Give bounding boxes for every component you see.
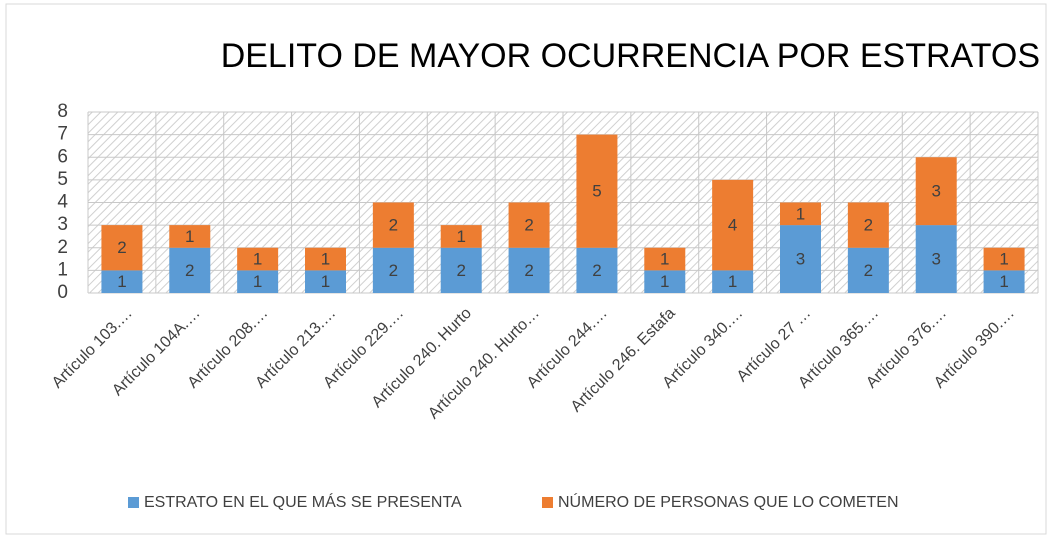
y-tick-label: 2: [57, 237, 68, 258]
data-label: 1: [660, 250, 669, 269]
y-tick-label: 8: [57, 101, 68, 122]
bar-segment: [983, 247, 1025, 271]
legend-swatch: [542, 497, 553, 508]
bar-segment: [372, 202, 414, 248]
bar-segment: [101, 270, 143, 293]
bar-segment: [101, 225, 143, 271]
bar-segment: [440, 247, 482, 293]
data-label: 2: [117, 238, 126, 257]
data-label: 1: [728, 272, 737, 291]
bar-segment: [644, 270, 686, 293]
legend-label: NÚMERO DE PERSONAS QUE LO COMETEN: [558, 492, 899, 511]
bar-segment: [712, 179, 754, 271]
y-tick-label: 4: [57, 192, 68, 213]
bar-segment: [237, 247, 279, 271]
bar-segment: [508, 247, 550, 293]
data-label: 1: [117, 272, 126, 291]
data-label: 2: [389, 216, 398, 235]
data-label: 1: [796, 204, 805, 223]
data-label: 1: [321, 250, 330, 269]
data-label: 2: [456, 261, 465, 280]
bar-segment: [847, 247, 889, 293]
y-tick-label: 5: [57, 169, 68, 190]
bar-segment: [237, 270, 279, 293]
data-label: 1: [999, 250, 1008, 269]
data-label: 1: [321, 272, 330, 291]
bar-segment: [508, 202, 550, 248]
bar-segment: [915, 225, 957, 293]
data-label: 2: [185, 261, 194, 280]
bar-segment: [372, 247, 414, 293]
data-label: 1: [253, 272, 262, 291]
y-tick-label: 0: [57, 282, 68, 303]
data-label: 2: [592, 261, 601, 280]
bar-segment: [915, 157, 957, 226]
bar-segment: [169, 247, 211, 293]
data-label: 3: [796, 250, 805, 269]
legend-label: ESTRATO EN EL QUE MÁS SE PRESENTA: [144, 492, 462, 511]
legend-swatch: [128, 497, 139, 508]
data-label: 1: [253, 250, 262, 269]
data-label: 5: [592, 182, 601, 201]
y-tick-label: 1: [57, 259, 68, 280]
data-label: 2: [524, 261, 533, 280]
data-label: 2: [524, 216, 533, 235]
data-label: 1: [660, 272, 669, 291]
bar-segment: [576, 134, 618, 248]
data-label: 2: [864, 261, 873, 280]
bar-segment: [712, 270, 754, 293]
data-label: 3: [931, 250, 940, 269]
data-label: 1: [999, 272, 1008, 291]
bar-segment: [780, 202, 821, 226]
bar-segment: [576, 247, 618, 293]
data-label: 1: [456, 227, 465, 246]
bar-segment: [780, 225, 821, 293]
bar-segment: [644, 247, 686, 271]
bar-segment: [169, 225, 211, 248]
data-label: 1: [185, 227, 194, 246]
bar-segment: [440, 225, 482, 248]
chart-title: DELITO DE MAYOR OCURRENCIA POR ESTRATOS: [221, 37, 1040, 75]
bar-segment: [847, 202, 889, 248]
y-tick-label: 6: [57, 146, 68, 167]
data-label: 4: [728, 216, 737, 235]
bar-segment: [305, 247, 346, 271]
data-label: 2: [864, 216, 873, 235]
data-label: 3: [931, 182, 940, 201]
bar-segment: [305, 270, 346, 293]
bar-segment: [983, 270, 1025, 293]
y-tick-label: 3: [57, 214, 68, 235]
y-tick-label: 7: [57, 124, 68, 145]
data-label: 2: [389, 261, 398, 280]
